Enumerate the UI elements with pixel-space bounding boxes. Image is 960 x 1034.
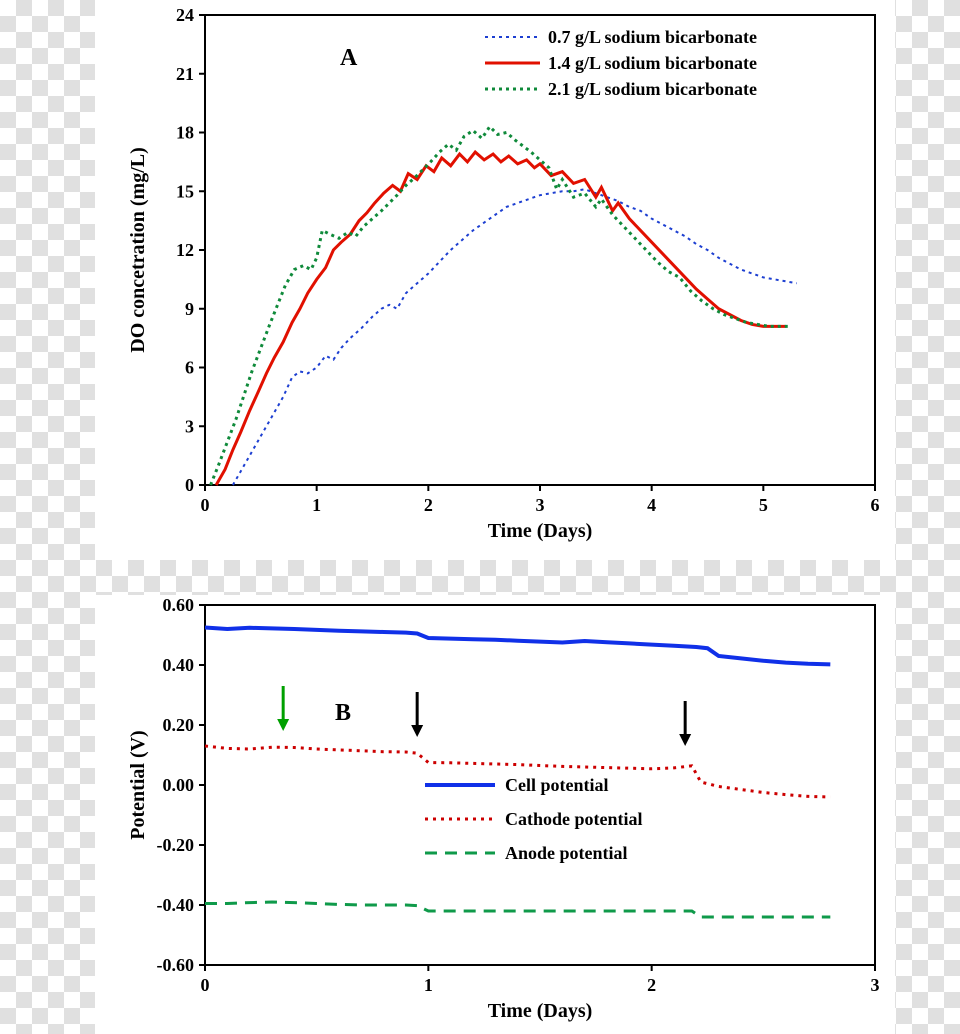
y-tick-label: -0.20 [157,835,195,855]
x-tick-label: 2 [647,975,656,995]
y-tick-label: 6 [185,358,194,378]
chart-b-panel: 0 1 2 3 -0.60 -0.40 -0.20 0.00 0.20 0.40 0.60 Time … [95,595,895,1034]
y-tick-label: 15 [176,181,194,201]
x-tick-label: 3 [536,495,545,515]
y-tick-label: -0.40 [157,895,195,915]
chart-a-svg: 012345603691215182124Time (Days)DO conce… [95,0,895,560]
y-tick-label: 24 [176,5,194,25]
y-tick-label: 3 [185,416,194,436]
panel-label-a: A [340,45,358,71]
legend-label: Cathode potential [505,809,643,829]
y-tick-label: 0.60 [163,595,195,615]
y-tick-label: 9 [185,299,194,319]
y-tick-label: 0 [185,475,194,495]
legend-label: 0.7 g/L sodium bicarbonate [548,27,757,47]
chart-a-panel: 012345603691215182124Time (Days)DO conce… [95,0,895,560]
legend-label: Cell potential [505,775,609,795]
x-tick-label: 6 [871,495,880,515]
x-tick-label: 5 [759,495,768,515]
y-tick-label: 0.40 [163,655,195,675]
legend-label: 2.1 g/L sodium bicarbonate [548,79,757,99]
y-axis-label: Potential (V) [127,730,149,839]
y-axis-label: DO concetration (mg/L) [127,147,149,353]
legend-label: 1.4 g/L sodium bicarbonate [548,53,757,73]
x-tick-label: 1 [312,495,321,515]
y-tick-label: 0.20 [163,715,195,735]
x-tick-label: 0 [201,495,210,515]
y-tick-label: 21 [176,64,194,84]
y-tick-label: 0.00 [163,775,195,795]
y-tick-label: 12 [176,240,194,260]
legend-label: Anode potential [505,843,628,863]
x-tick-label: 1 [424,975,433,995]
x-tick-label: 3 [871,975,880,995]
y-tick-label: 18 [176,123,194,143]
x-axis-label: Time (Days) [488,520,593,542]
x-axis-label: Time (Days) [488,1000,593,1022]
panel-label-b: B [335,700,351,726]
chart-b-svg: 0 1 2 3 -0.60 -0.40 -0.20 0.00 0.20 0.40 0.60 Time … [95,595,895,1034]
x-tick-label: 2 [424,495,433,515]
x-tick-label: 4 [647,495,656,515]
x-tick-label: 0 [201,975,210,995]
y-tick-label: -0.60 [157,955,195,975]
